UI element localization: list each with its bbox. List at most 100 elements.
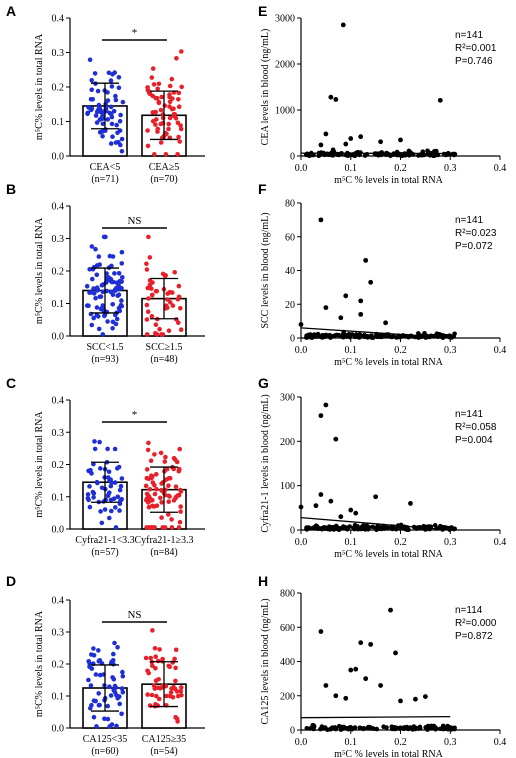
panel-B-point [94, 305, 100, 310]
panel-D-category-label: CA125≥35 [142, 734, 186, 745]
panel-C-point [117, 487, 123, 493]
panel-B-point [97, 262, 102, 267]
panel-A-point [108, 112, 114, 117]
panel-C-point [173, 494, 179, 500]
panel-C-y-tick-label: 0.3 [52, 428, 65, 439]
panel-H-point [363, 676, 369, 682]
panel-A-point [113, 140, 119, 145]
panel-E-y-tick-label: 3000 [275, 14, 295, 25]
panel-A-point [103, 101, 108, 107]
panel-A-point [158, 140, 164, 145]
panel-C-significance-label: * [132, 409, 138, 421]
panel-D-point [149, 692, 155, 698]
panel-H-point [389, 724, 395, 729]
panel-F-y-tick-label: 20 [285, 300, 295, 311]
panel-A-point [167, 115, 173, 121]
panel-E-y-label: CEA levels in blood (ng/mL) [260, 29, 271, 146]
panel-B-point [93, 295, 98, 301]
panel-E-point [358, 134, 364, 140]
panel-A-point [169, 76, 175, 82]
panel-A-point [160, 115, 166, 121]
panel-G-point [452, 526, 458, 532]
panel-A-point [177, 139, 182, 144]
panel-B-point [145, 309, 151, 315]
panel-G-point [385, 525, 390, 530]
panel-H-point [438, 726, 443, 732]
panel-D-point [171, 684, 176, 690]
panel-B-point [87, 267, 92, 272]
panel-C-point [86, 497, 91, 503]
panel-A-point [176, 134, 181, 140]
panel-C-point [159, 515, 164, 520]
panel-F-stat-p: P=0.072 [455, 241, 493, 252]
panel-A-y-tick-label: 0.3 [52, 48, 65, 59]
panel-C-point [171, 466, 176, 472]
panel-B-letter: B [6, 181, 16, 197]
panel-F-point [323, 332, 329, 338]
panel-A-point [109, 84, 115, 89]
panel-B-significance-label: NS [127, 215, 141, 227]
panel-B-point [97, 294, 103, 300]
panel-F-point [357, 334, 363, 339]
panel-A-point [94, 120, 100, 125]
panel-G-point [355, 526, 360, 531]
panel-D-point [96, 648, 101, 653]
panel-A-point [166, 121, 171, 127]
panel-C-point [148, 525, 154, 530]
panel-A: A 0.0 0.1 0.2 0.3 0.4 m⁵C% levels in total RNA… [6, 3, 205, 185]
panel-B-point [144, 261, 149, 267]
panel-D-point [111, 687, 116, 693]
panel-G-regression-line [300, 516, 451, 531]
panel-E-y-tick-label: 2000 [275, 60, 295, 71]
panel-E-point [450, 151, 456, 157]
panel-D-point [102, 716, 107, 721]
panel-C-point [106, 469, 112, 475]
panel-D-point [120, 669, 125, 675]
panel-C-point [117, 508, 122, 513]
panel-C-point [169, 525, 175, 530]
panel-C-point [174, 459, 180, 465]
panel-D-point [172, 656, 177, 662]
panel-C-point [177, 466, 182, 472]
panel-D-point [114, 723, 119, 729]
panel-D-y-tick-label: 0.0 [52, 724, 65, 735]
panel-A-point [111, 108, 117, 114]
panel-H-point [417, 725, 423, 731]
panel-B-point [144, 267, 150, 272]
panel-B-point [119, 261, 125, 266]
panel-B-point [144, 332, 150, 337]
panel-F-point [318, 217, 324, 223]
panel-A-point [147, 91, 153, 97]
panel-D-point [107, 684, 112, 689]
panel-E-x-tick-label: 0.0 [295, 163, 308, 174]
panel-C-n-label: (n=84) [150, 547, 177, 558]
panel-D-point [96, 691, 101, 696]
panel-H-point [366, 724, 371, 730]
panel-G-y-tick-label: 300 [280, 393, 295, 404]
panel-A-y-tick-label: 0.2 [52, 83, 65, 94]
panel-C-point [145, 447, 151, 453]
panel-B-point [154, 288, 160, 294]
panel-G-point [318, 413, 324, 419]
panel-A-category-label: CEA≥5 [149, 162, 180, 173]
panel-H-point [353, 666, 359, 672]
panel-B-point [114, 316, 120, 322]
panel-D-point [93, 672, 99, 677]
panel-D-point [167, 693, 173, 699]
panel-E-letter: E [258, 3, 267, 19]
panel-A-point [95, 107, 101, 113]
panel-F-y-tick-label: 0 [290, 334, 295, 345]
panel-B-point [96, 326, 102, 332]
panel-H-point [304, 726, 310, 731]
panel-D-y-label: m⁵C% levels in total RNA [34, 610, 45, 717]
panel-A-point [170, 96, 175, 101]
panel-E-point [432, 153, 437, 158]
panel-A-y-tick-label: 0.1 [52, 117, 65, 128]
panel-F-point [336, 332, 342, 338]
panel-D-point [170, 660, 175, 665]
panel-D-point [154, 693, 159, 699]
panel-B-category-label: SCC≥1.5 [146, 342, 183, 353]
panel-C-point [87, 504, 93, 510]
panel-A-point [116, 85, 122, 91]
panel-B-point [164, 303, 169, 309]
